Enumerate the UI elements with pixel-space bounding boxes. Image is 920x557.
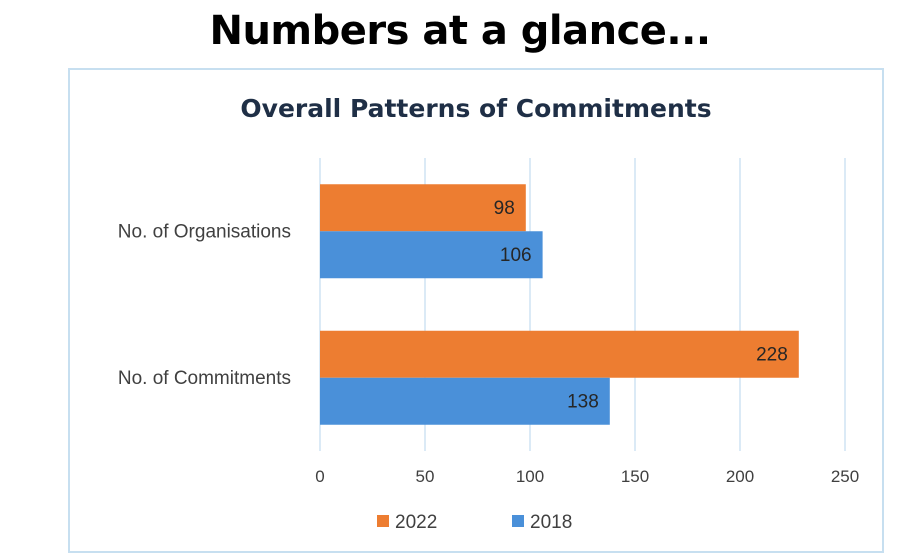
data-label: 138 xyxy=(567,391,599,412)
data-label: 228 xyxy=(756,344,788,365)
x-axis-ticks: 0 50 100 150 200 250 xyxy=(315,467,859,486)
x-tick-label: 50 xyxy=(416,467,435,486)
data-labels: 98 106 228 138 xyxy=(494,198,788,413)
legend-label: 2022 xyxy=(395,512,437,533)
bar-2018-1 xyxy=(320,377,610,425)
data-label: 98 xyxy=(494,198,515,219)
category-labels: No. of Organisations No. of Commitments xyxy=(118,221,291,389)
legend-swatch-2022 xyxy=(377,515,389,527)
page-heading: Numbers at a glance... xyxy=(209,8,711,54)
category-label: No. of Organisations xyxy=(118,221,291,242)
bars xyxy=(320,184,799,425)
data-label: 106 xyxy=(500,245,532,266)
x-tick-label: 100 xyxy=(516,467,544,486)
bar-2022-0 xyxy=(320,184,526,232)
category-label: No. of Commitments xyxy=(118,368,291,389)
legend: 2022 2018 xyxy=(377,512,572,533)
legend-swatch-2018 xyxy=(512,515,524,527)
x-tick-label: 0 xyxy=(315,467,324,486)
x-tick-label: 250 xyxy=(831,467,859,486)
bar-2022-1 xyxy=(320,330,799,378)
x-tick-label: 150 xyxy=(621,467,649,486)
chart-title: Overall Patterns of Commitments xyxy=(240,94,711,123)
x-tick-label: 200 xyxy=(726,467,754,486)
chart-frame xyxy=(68,68,884,553)
bar-2018-0 xyxy=(320,231,543,279)
legend-label: 2018 xyxy=(530,512,572,533)
